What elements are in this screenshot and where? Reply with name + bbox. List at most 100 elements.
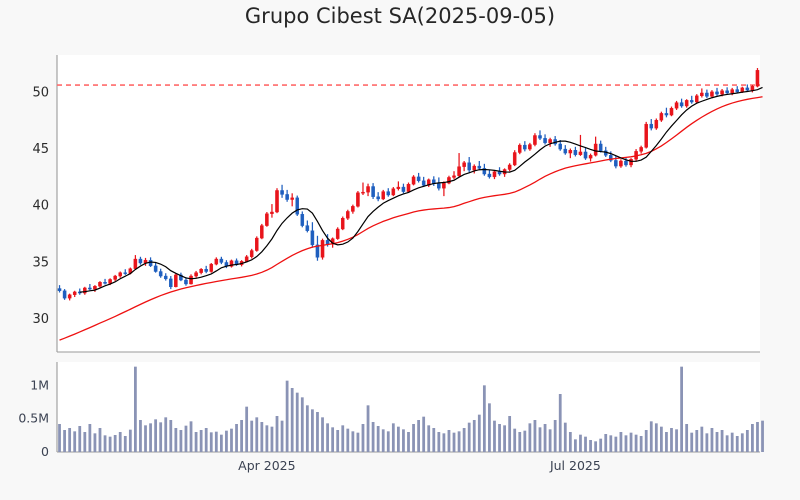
candle-body bbox=[138, 258, 143, 264]
candle-body bbox=[568, 150, 573, 154]
volume-bar bbox=[417, 420, 421, 452]
candle-body bbox=[447, 177, 451, 184]
volume-bar bbox=[477, 414, 481, 452]
volume-bar bbox=[427, 425, 431, 452]
candle-body bbox=[573, 150, 578, 155]
volume-bar bbox=[270, 426, 274, 452]
volume-bar bbox=[134, 366, 137, 452]
volume-bar bbox=[149, 423, 152, 452]
price-y-tick-label: 35 bbox=[32, 255, 49, 270]
volume-bar bbox=[589, 440, 592, 452]
volume-bar bbox=[214, 431, 218, 452]
volume-bar bbox=[670, 428, 673, 452]
candle-body bbox=[83, 287, 87, 294]
volume-bar bbox=[250, 420, 254, 452]
candle-body bbox=[558, 143, 562, 150]
volume-bar bbox=[498, 424, 501, 452]
volume-y-tick-label: 0 bbox=[41, 444, 49, 459]
candle-body bbox=[401, 186, 406, 192]
candle-body bbox=[457, 166, 461, 176]
volume-bar bbox=[432, 428, 436, 452]
candle-body bbox=[169, 278, 173, 288]
volume-bar bbox=[139, 420, 142, 452]
candle-body bbox=[695, 95, 699, 103]
volume-bar bbox=[361, 424, 365, 452]
candle-body bbox=[750, 85, 755, 91]
candle-body bbox=[609, 155, 613, 161]
volume-bar bbox=[457, 431, 461, 452]
volume-bar bbox=[245, 406, 249, 452]
candle-body bbox=[386, 191, 391, 196]
volume-bar bbox=[685, 424, 689, 452]
volume-bar bbox=[209, 432, 213, 452]
candle-body bbox=[710, 91, 714, 97]
volume-bar bbox=[563, 422, 567, 452]
candle-body bbox=[98, 282, 102, 287]
volume-bar bbox=[255, 417, 259, 452]
volume-bar bbox=[295, 392, 299, 452]
volume-bar bbox=[230, 428, 233, 452]
candle-body bbox=[730, 89, 734, 94]
volume-bar bbox=[88, 424, 92, 452]
volume-bar bbox=[154, 419, 158, 452]
candle-body bbox=[578, 151, 583, 155]
volume-bar bbox=[558, 394, 562, 452]
volume-bar bbox=[235, 424, 238, 452]
volume-bar bbox=[346, 428, 350, 452]
volume-bar bbox=[761, 420, 764, 452]
candle-body bbox=[654, 119, 659, 129]
volume-bar bbox=[548, 429, 552, 452]
volume-bar bbox=[629, 432, 633, 452]
candle-body bbox=[214, 258, 219, 265]
candle-body bbox=[67, 294, 72, 299]
candle-body bbox=[619, 160, 623, 167]
candle-body bbox=[669, 108, 674, 116]
candle-body bbox=[153, 265, 158, 272]
price-panel-background bbox=[57, 55, 760, 352]
candle-body bbox=[639, 147, 643, 152]
volume-bar bbox=[730, 432, 734, 452]
volume-bar bbox=[644, 430, 648, 452]
candle-body bbox=[93, 286, 97, 290]
volume-bar bbox=[169, 420, 173, 452]
candle-body bbox=[184, 279, 188, 285]
candle-body bbox=[356, 192, 360, 207]
candle-body bbox=[204, 269, 208, 272]
candle-body bbox=[512, 152, 517, 166]
candle-body bbox=[396, 186, 401, 189]
volume-bar bbox=[553, 420, 557, 452]
volume-bar bbox=[381, 429, 385, 452]
candle-body bbox=[219, 258, 224, 263]
volume-bar bbox=[437, 432, 441, 452]
volume-bar bbox=[305, 405, 309, 452]
volume-series bbox=[58, 366, 764, 452]
volume-bar bbox=[260, 422, 264, 452]
volume-bar bbox=[113, 435, 117, 452]
volume-bar bbox=[725, 435, 729, 452]
volume-bar bbox=[568, 432, 572, 452]
volume-bar bbox=[219, 434, 223, 452]
volume-bar bbox=[199, 430, 203, 452]
volume-bar bbox=[336, 430, 340, 452]
volume-bar bbox=[265, 425, 269, 452]
candle-body bbox=[118, 272, 122, 277]
volume-bar bbox=[690, 432, 694, 452]
volume-bar bbox=[675, 429, 678, 452]
volume-bar bbox=[331, 427, 335, 452]
candle-body bbox=[548, 139, 552, 144]
candle-body bbox=[108, 279, 112, 284]
candle-body bbox=[649, 123, 654, 129]
volume-bar bbox=[159, 422, 163, 452]
candle-body bbox=[270, 211, 274, 214]
volume-bar bbox=[68, 428, 72, 452]
volume-bar bbox=[128, 429, 132, 452]
volume-bar bbox=[386, 431, 390, 452]
candle-body bbox=[740, 87, 745, 93]
candle-body bbox=[113, 275, 117, 280]
candle-body bbox=[593, 143, 598, 156]
candle-body bbox=[249, 250, 254, 257]
volume-bar bbox=[179, 430, 183, 452]
candle-body bbox=[189, 275, 193, 285]
volume-bar bbox=[614, 436, 618, 452]
